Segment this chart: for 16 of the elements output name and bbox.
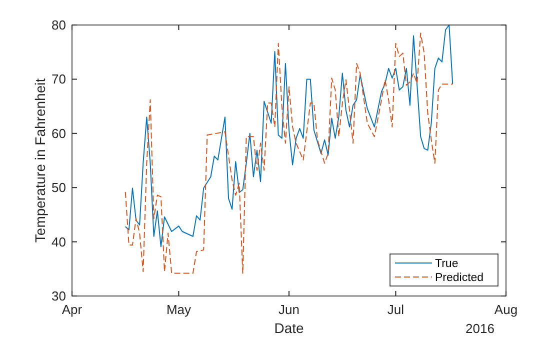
y-tick-label: 60 xyxy=(52,126,66,141)
legend-label: True xyxy=(435,258,458,270)
legend-label: Predicted xyxy=(435,272,484,284)
x-tick-label: Jul xyxy=(387,302,404,317)
x-tick-label: Aug xyxy=(494,302,518,317)
x-axis-title: Date xyxy=(274,320,304,336)
text: 2016 xyxy=(466,321,494,336)
x-tick-label: Apr xyxy=(62,302,83,317)
y-axis-title: Temperature in Fahrenheit xyxy=(32,78,48,243)
y-tick-label: 30 xyxy=(52,288,66,304)
y-tick-label: 40 xyxy=(52,234,66,250)
x-tick-label: Jun xyxy=(278,302,300,317)
y-tick-label: 50 xyxy=(52,180,66,196)
x-tick-label: May xyxy=(166,302,192,317)
y-tick-label: 70 xyxy=(52,72,66,87)
y-tick-label: 80 xyxy=(52,18,66,32)
